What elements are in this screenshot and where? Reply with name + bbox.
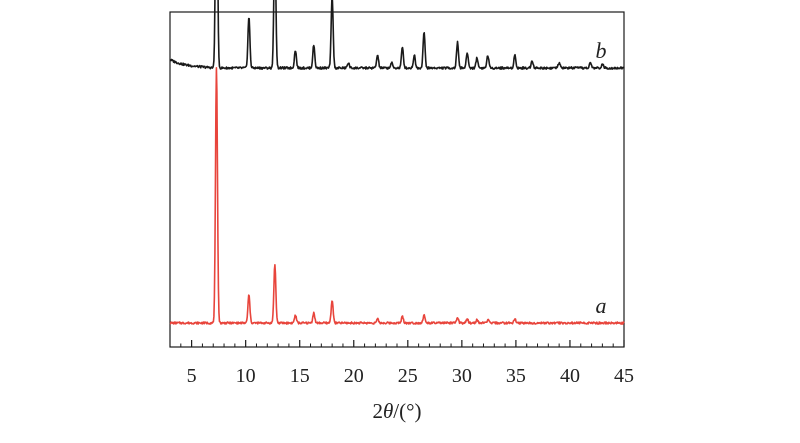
series-label-a: a (596, 293, 607, 318)
x-axis-title-suffix: /(°) (393, 399, 421, 423)
x-tick-label-45: 45 (614, 365, 634, 387)
x-axis-title-symbol: θ (383, 399, 393, 423)
plot-frame (169, 11, 625, 348)
x-tick-label-35: 35 (506, 365, 526, 387)
x-tick-label-25: 25 (398, 365, 418, 387)
series-label-b: b (596, 38, 607, 63)
x-axis-tick-labels: 5 10 15 20 25 30 35 40 45 (187, 365, 634, 387)
x-tick-label-5: 5 (187, 365, 197, 387)
x-axis-ticks (169, 340, 625, 347)
x-tick-label-10: 10 (236, 365, 256, 387)
series-labels: abc (596, 38, 607, 318)
x-axis-title: 2θ/(°) (372, 399, 421, 423)
x-tick-label-40: 40 (560, 365, 580, 387)
series-line-a (169, 67, 625, 325)
x-axis-title-prefix: 2 (372, 399, 383, 423)
series-line-b (169, 0, 625, 70)
x-tick-label-20: 20 (344, 365, 364, 387)
series-lines (169, 0, 625, 325)
x-tick-label-30: 30 (452, 365, 472, 387)
x-tick-label-15: 15 (290, 365, 310, 387)
